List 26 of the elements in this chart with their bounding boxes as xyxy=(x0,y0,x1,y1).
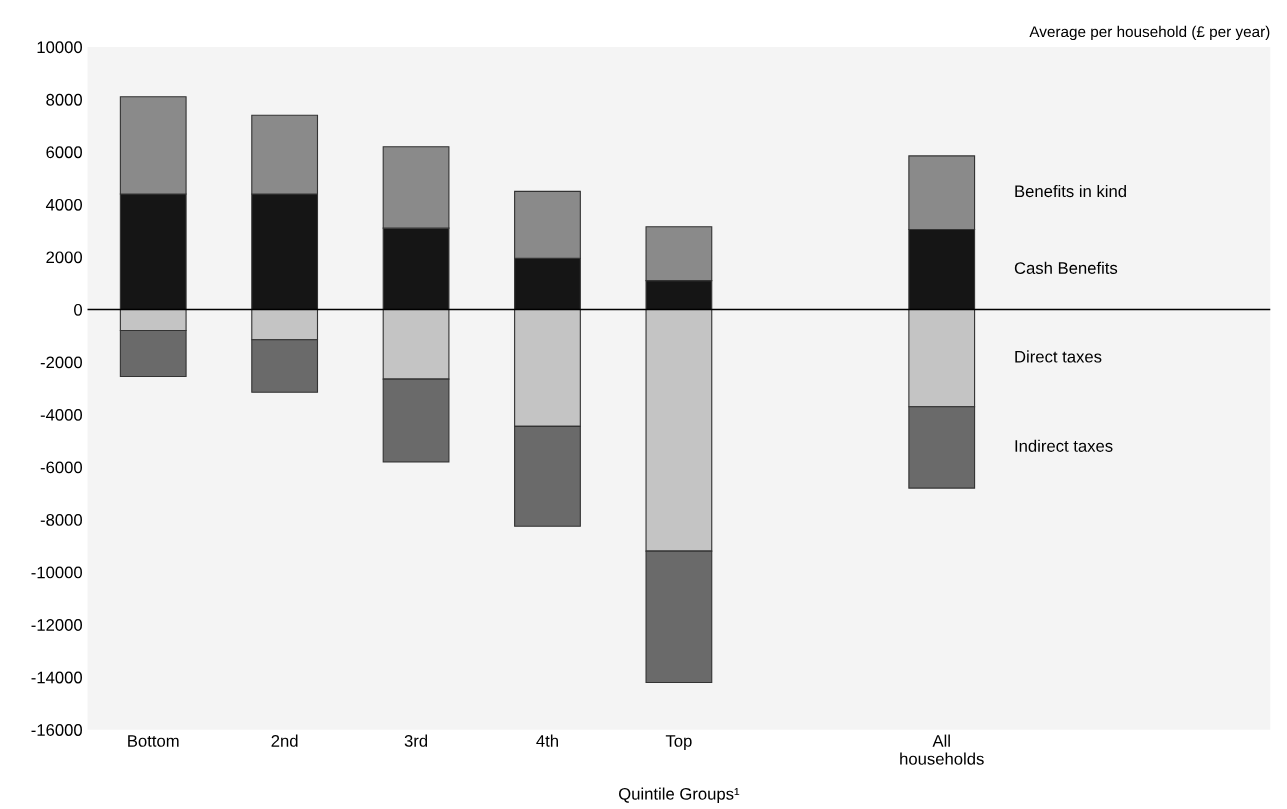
x-tick-label: 3rd xyxy=(404,734,428,747)
y-axis-title: Average per household (£ per year) xyxy=(1029,25,1270,41)
x-axis-title: Quintile Groups¹ xyxy=(619,787,740,804)
y-tick-label: 0 xyxy=(74,303,82,316)
y-tick-label: 6000 xyxy=(46,146,83,159)
x-tick-label: 2nd xyxy=(271,734,298,747)
y-tick-label: -4000 xyxy=(40,408,83,421)
x-tick-label: All households xyxy=(900,734,984,765)
y-tick-label: -14000 xyxy=(31,671,83,684)
y-tick-label: 8000 xyxy=(46,93,83,106)
y-tick-label: 2000 xyxy=(46,251,83,264)
x-tick-label: Top xyxy=(665,735,692,751)
y-tick-label: 10000 xyxy=(37,41,83,54)
text: Direct taxes xyxy=(1015,350,1102,363)
x-tick-label: 4th xyxy=(536,734,558,747)
text: Cash Benefits xyxy=(1014,261,1118,274)
y-tick-label: -12000 xyxy=(31,619,83,631)
y-tick-label: 4000 xyxy=(45,198,83,211)
y-tick-label: -2000 xyxy=(40,356,83,369)
y-tick-label: -10000 xyxy=(31,566,83,579)
x-tick-label: Bottom xyxy=(128,735,179,747)
y-tick-label: -6000 xyxy=(40,461,83,474)
y-tick-label: -16000 xyxy=(31,724,83,736)
y-tick-label: -8000 xyxy=(40,514,83,526)
text: Indirect taxes xyxy=(1015,439,1113,452)
text: Benefits in kind xyxy=(1015,184,1126,198)
